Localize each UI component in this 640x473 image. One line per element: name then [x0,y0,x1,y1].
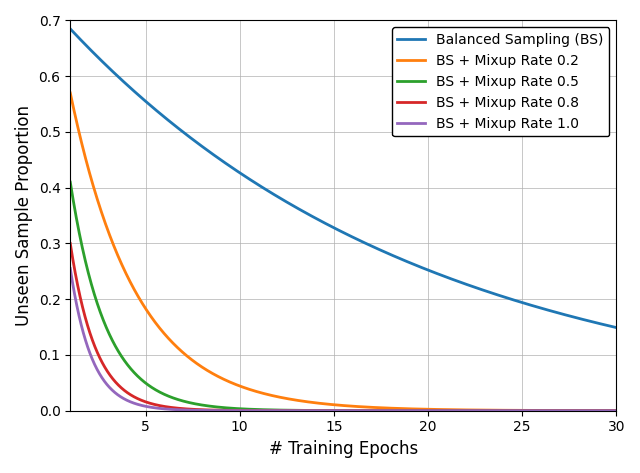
BS + Mixup Rate 0.5 [497,408,504,413]
BS + Mixup Rate 1.0 [332,408,340,413]
Balanced Sampling (BS) [596,321,604,326]
BS + Mixup Rate 0.5 [596,408,604,413]
BS + Mixup Rate 0.8 [596,408,604,413]
Balanced Sampling (BS) [596,321,604,327]
BS + Mixup Rate 0.2 [94,199,102,205]
BS + Mixup Rate 1.0 [497,408,504,413]
BS + Mixup Rate 1.0 [317,408,325,413]
Line: BS + Mixup Rate 0.8: BS + Mixup Rate 0.8 [70,244,616,411]
Y-axis label: Unseen Sample Proportion: Unseen Sample Proportion [15,105,33,326]
BS + Mixup Rate 0.8 [94,351,102,357]
BS + Mixup Rate 0.2 [596,408,604,413]
Balanced Sampling (BS) [497,293,504,298]
BS + Mixup Rate 0.8 [596,408,604,413]
Balanced Sampling (BS) [67,26,74,32]
Balanced Sampling (BS) [612,324,620,330]
BS + Mixup Rate 0.2 [67,90,74,96]
BS + Mixup Rate 1.0 [596,408,604,413]
BS + Mixup Rate 0.2 [317,401,325,406]
BS + Mixup Rate 0.2 [596,408,604,413]
Balanced Sampling (BS) [332,226,340,232]
BS + Mixup Rate 1.0 [67,266,74,272]
BS + Mixup Rate 1.0 [612,408,620,413]
BS + Mixup Rate 1.0 [596,408,604,413]
BS + Mixup Rate 0.5 [596,408,604,413]
BS + Mixup Rate 0.2 [612,408,620,413]
BS + Mixup Rate 0.8 [497,408,504,413]
BS + Mixup Rate 0.5 [317,408,325,413]
BS + Mixup Rate 0.8 [332,408,340,413]
BS + Mixup Rate 0.8 [612,408,620,413]
BS + Mixup Rate 0.2 [497,407,504,413]
X-axis label: # Training Epochs: # Training Epochs [269,440,418,458]
Line: BS + Mixup Rate 0.2: BS + Mixup Rate 0.2 [70,93,616,411]
BS + Mixup Rate 0.2 [332,402,340,408]
Line: Balanced Sampling (BS): Balanced Sampling (BS) [70,29,616,327]
BS + Mixup Rate 1.0 [94,368,102,374]
Legend: Balanced Sampling (BS), BS + Mixup Rate 0.2, BS + Mixup Rate 0.5, BS + Mixup Rat: Balanced Sampling (BS), BS + Mixup Rate … [392,27,609,136]
Line: BS + Mixup Rate 1.0: BS + Mixup Rate 1.0 [70,269,616,411]
BS + Mixup Rate 0.5 [332,408,340,413]
BS + Mixup Rate 0.5 [94,303,102,309]
Balanced Sampling (BS) [94,54,102,60]
BS + Mixup Rate 0.8 [67,241,74,246]
BS + Mixup Rate 0.5 [612,408,620,413]
Line: BS + Mixup Rate 0.5: BS + Mixup Rate 0.5 [70,182,616,411]
BS + Mixup Rate 0.8 [317,408,325,413]
Balanced Sampling (BS) [317,219,325,224]
BS + Mixup Rate 0.5 [67,179,74,185]
